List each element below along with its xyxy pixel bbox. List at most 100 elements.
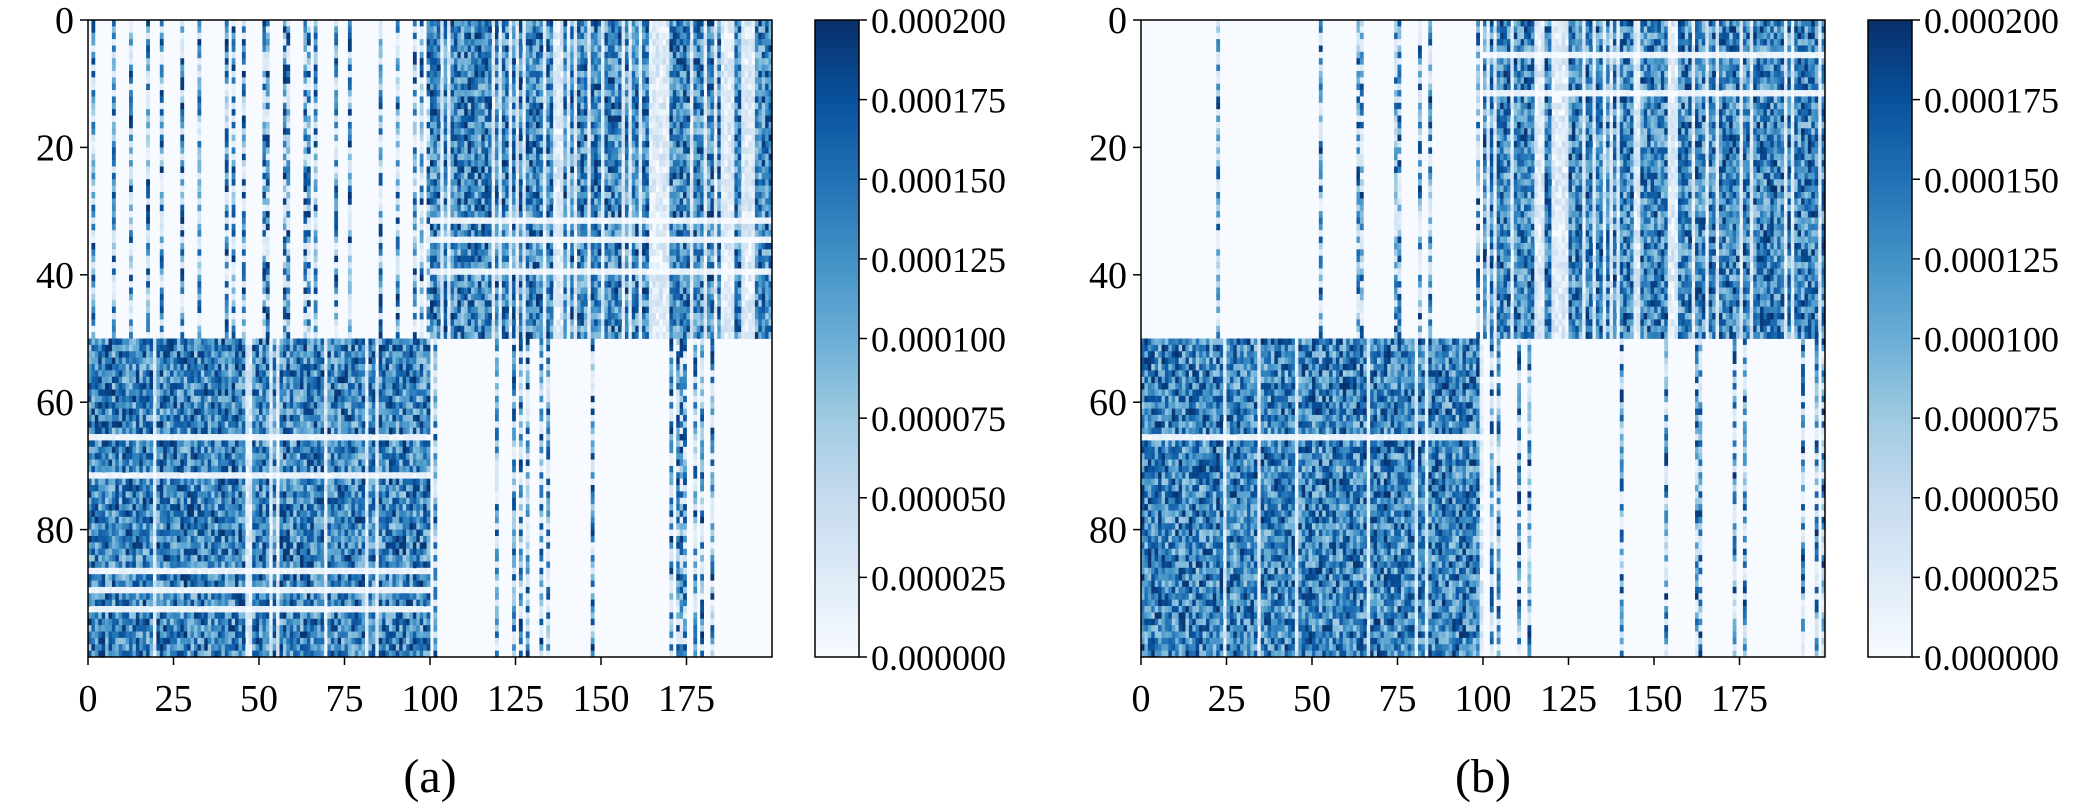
heatmap-cell (427, 186, 431, 193)
heatmap-cell (557, 103, 561, 110)
heatmap-cell (594, 262, 598, 269)
heatmap-cell (560, 109, 564, 116)
heatmap-cell (697, 103, 701, 110)
heatmap-cell (146, 128, 150, 135)
heatmap-cell (266, 211, 270, 218)
heatmap-cell (687, 160, 691, 167)
heatmap-cell (580, 262, 584, 269)
heatmap-cell (91, 211, 95, 218)
heatmap-cell (471, 90, 475, 97)
heatmap-cell (468, 77, 472, 84)
heatmap-cell (745, 135, 749, 142)
heatmap-cell (632, 268, 636, 275)
heatmap-cell (440, 109, 444, 116)
heatmap-cell (714, 167, 718, 174)
heatmap-cell (563, 217, 567, 224)
heatmap-cell (498, 173, 502, 180)
heatmap-cell (440, 103, 444, 110)
heatmap-cell (591, 268, 595, 275)
heatmap-cell (502, 71, 506, 78)
heatmap-cell (635, 65, 639, 72)
heatmap-cell (348, 52, 352, 59)
heatmap-cell (440, 205, 444, 212)
heatmap-cell (594, 135, 598, 142)
heatmap-cell (454, 116, 458, 123)
heatmap-cell (334, 332, 338, 339)
heatmap-cell (577, 45, 581, 52)
heatmap-cell (396, 179, 400, 186)
heatmap-cell (180, 39, 184, 46)
heatmap-cell (468, 243, 472, 250)
heatmap-cell (632, 217, 636, 224)
heatmap-cell (286, 33, 290, 40)
heatmap-cell (683, 243, 687, 250)
heatmap-cell (283, 186, 287, 193)
heatmap-cell (232, 52, 236, 59)
heatmap-cell (690, 52, 694, 59)
heatmap-cell (242, 122, 246, 129)
heatmap-cell (529, 256, 533, 263)
heatmap-cell (604, 186, 608, 193)
heatmap-cell (307, 84, 311, 91)
heatmap-cell (481, 65, 485, 72)
heatmap-cell (478, 154, 482, 161)
heatmap-cell (474, 249, 478, 256)
heatmap-cell (197, 58, 201, 65)
heatmap-cell (516, 141, 520, 148)
heatmap-cell (440, 84, 444, 91)
heatmap-cell (160, 256, 164, 263)
heatmap-cell (478, 20, 482, 27)
heatmap-cell (642, 256, 646, 263)
heatmap-cell (758, 71, 762, 78)
heatmap-cell (700, 198, 704, 205)
heatmap-cell (334, 90, 338, 97)
heatmap-cell (225, 186, 229, 193)
heatmap-cell (628, 179, 632, 186)
heatmap-cell (488, 198, 492, 205)
heatmap-cell (700, 147, 704, 154)
heatmap-cell (584, 256, 588, 263)
heatmap-cell (197, 243, 201, 250)
heatmap-cell (286, 268, 290, 275)
heatmap-cell (625, 186, 629, 193)
heatmap-cell (488, 256, 492, 263)
heatmap-cell (526, 205, 530, 212)
heatmap-cell (286, 84, 290, 91)
heatmap-cell (468, 122, 472, 129)
heatmap-cell (570, 39, 574, 46)
heatmap-cell (625, 243, 629, 250)
heatmap-cell (314, 313, 318, 320)
heatmap-cell (413, 135, 417, 142)
heatmap-cell (628, 160, 632, 167)
heatmap-cell (663, 211, 667, 218)
heatmap-cell (307, 319, 311, 326)
heatmap-cell (697, 109, 701, 116)
heatmap-cell (618, 217, 622, 224)
heatmap-cell (440, 20, 444, 27)
heatmap-cell (755, 224, 759, 231)
heatmap-cell (666, 224, 670, 231)
heatmap-cell (413, 211, 417, 218)
heatmap-cell (451, 160, 455, 167)
heatmap-cell (160, 84, 164, 91)
heatmap-cell (580, 237, 584, 244)
heatmap-cell (512, 58, 516, 65)
heatmap-cell (526, 262, 530, 269)
heatmap-cell (160, 154, 164, 161)
heatmap-cell (334, 96, 338, 103)
heatmap-cell (563, 33, 567, 40)
heatmap-cell (700, 224, 704, 231)
heatmap-cell (303, 217, 307, 224)
heatmap-cell (129, 192, 133, 199)
heatmap-cell (591, 33, 595, 40)
heatmap-cell (427, 20, 431, 27)
heatmap-cell (430, 90, 434, 97)
heatmap-cell (505, 224, 509, 231)
heatmap-cell (478, 103, 482, 110)
heatmap-cell (748, 116, 752, 123)
heatmap-cell (608, 160, 612, 167)
heatmap-cell (611, 217, 615, 224)
heatmap-cell (262, 128, 266, 135)
heatmap-cell (262, 179, 266, 186)
heatmap-cell (755, 186, 759, 193)
